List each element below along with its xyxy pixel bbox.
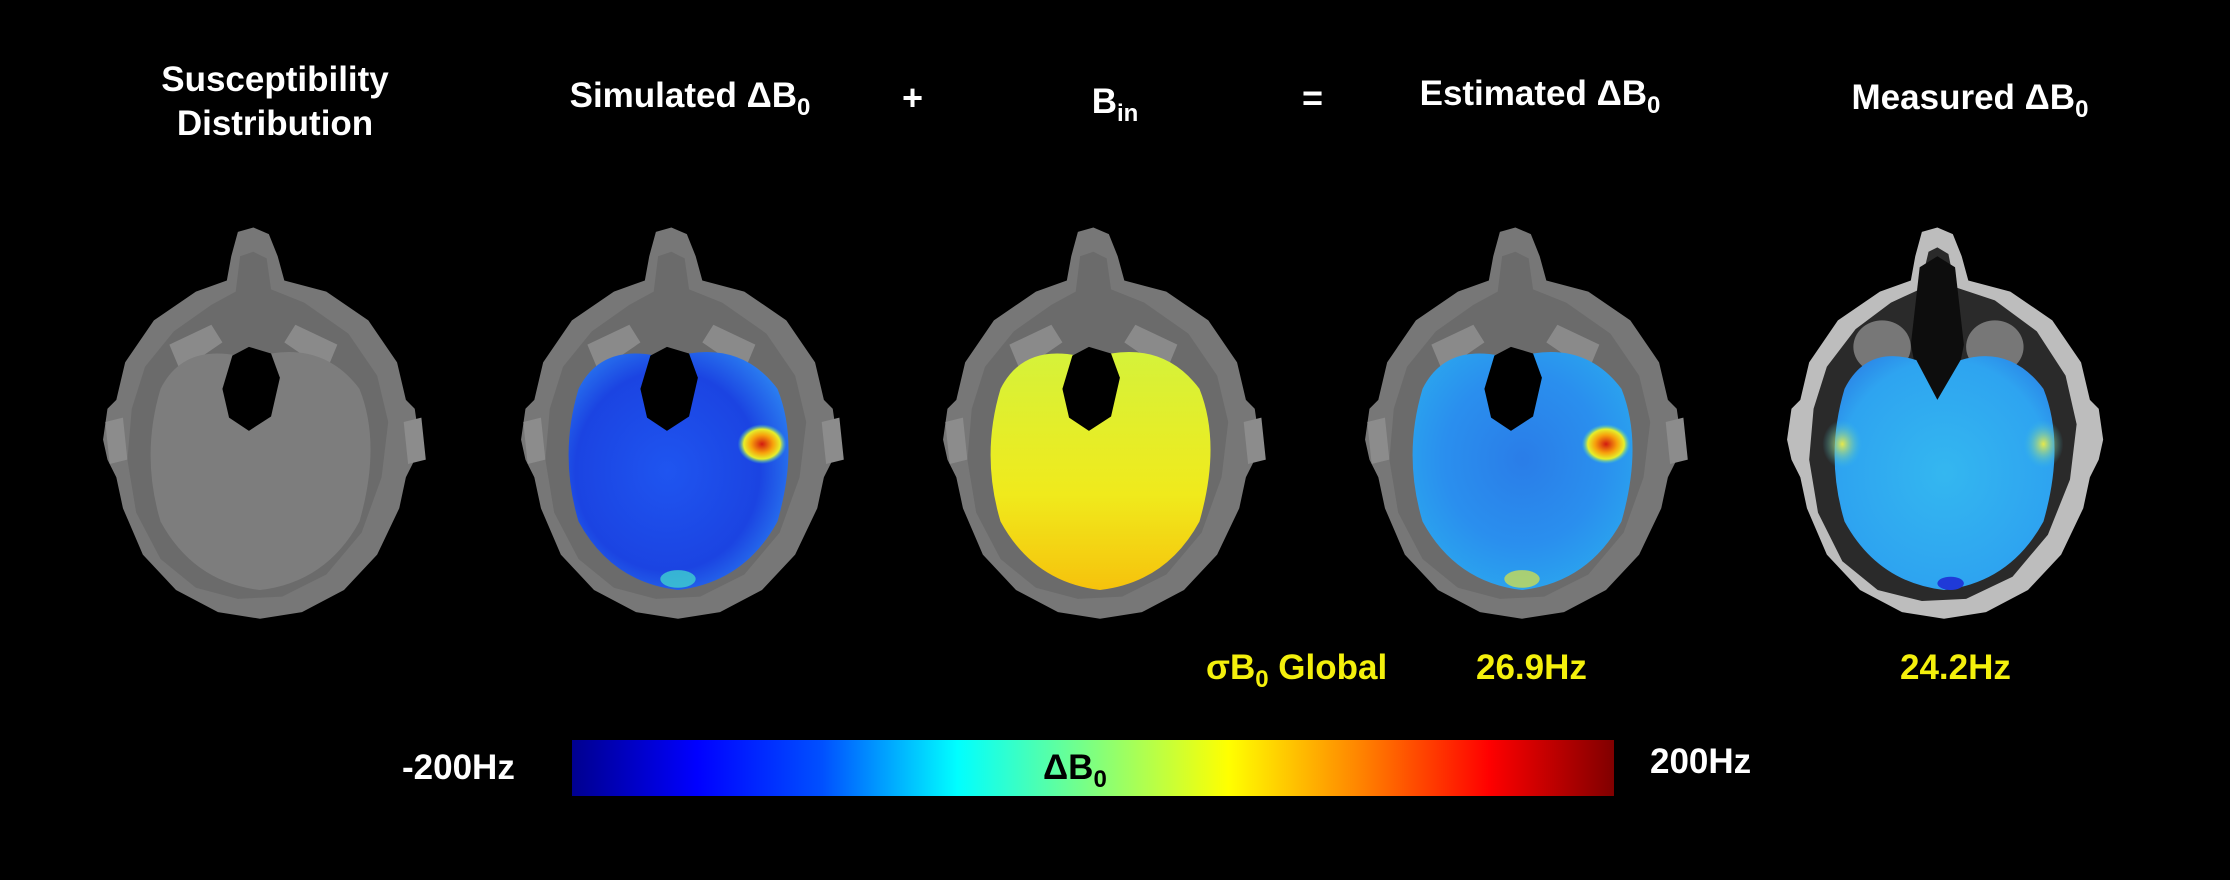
colorbar-title: ΔB0: [1043, 748, 1107, 793]
measured-sigma-value: 24.2Hz: [1900, 648, 2011, 687]
sigma-b0-global-label: σB0 Global: [1206, 648, 1388, 693]
panel-title-bin: Bin: [1091, 82, 1139, 127]
susceptibility-map: [103, 227, 426, 619]
panel-title-estimated: Estimated ΔB0: [1419, 74, 1661, 119]
simulated-db0-map: [521, 227, 844, 619]
panel-title-simulated: Simulated ΔB0: [569, 76, 811, 121]
bin-map: [943, 227, 1266, 619]
colorbar-max-label: 200Hz: [1650, 742, 1752, 781]
panel-title-line1: Susceptibility: [161, 60, 389, 99]
panel-title-line2: Distribution: [176, 104, 374, 143]
panel-title-measured: Measured ΔB0: [1851, 78, 2089, 123]
plus-operator: +: [902, 77, 924, 118]
estimated-db0-map: [1365, 227, 1688, 619]
panel-title-susceptibility: Susceptibility Distribution: [140, 58, 410, 146]
estimated-sigma-value: 26.9Hz: [1476, 648, 1587, 687]
measured-db0-map: [1787, 227, 2104, 619]
equals-operator: =: [1302, 77, 1324, 118]
colorbar: [572, 740, 1614, 796]
colorbar-min-label: -200Hz: [402, 748, 515, 787]
